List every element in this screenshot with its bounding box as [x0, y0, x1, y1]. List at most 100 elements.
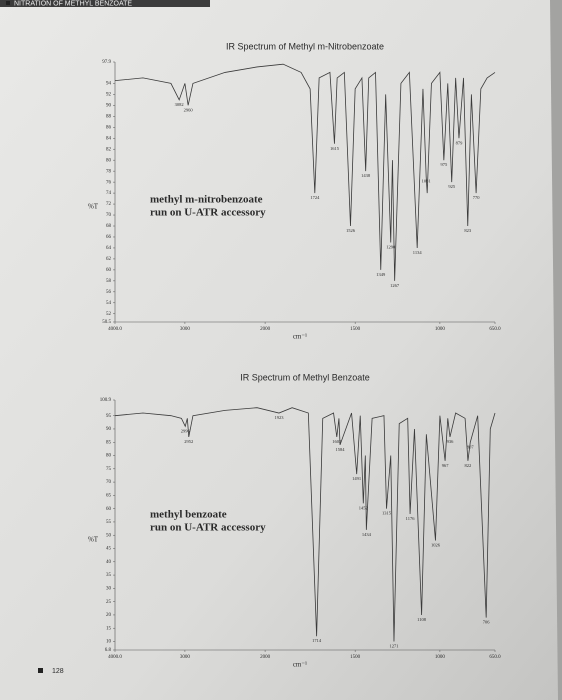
peak-label: 1349: [376, 272, 386, 277]
peak-label: 1081: [422, 179, 431, 184]
y-tick-label: 54: [106, 301, 112, 306]
peak-label: 967: [442, 463, 450, 468]
peak-label: 1584: [336, 447, 346, 452]
y-axis-label: %T: [88, 203, 99, 211]
y-tick-label: 78: [106, 169, 112, 174]
peak-label: 2952: [184, 439, 193, 444]
x-tick-label: 4000.0: [108, 655, 122, 660]
y-tick-label: 56: [106, 290, 112, 295]
x-tick-label: 1500: [350, 655, 361, 660]
x-tick-label: 3000: [180, 655, 191, 660]
y-tick-label: 80: [106, 158, 112, 163]
page-number: 128: [52, 668, 64, 675]
y-tick-label: 60: [106, 507, 112, 512]
y-tick-label: 75: [106, 467, 112, 472]
peak-label: 1438: [361, 173, 371, 178]
y-tick-label: 25: [106, 600, 112, 605]
x-tick-label: 1500: [350, 327, 361, 332]
y-tick-label: 68: [106, 224, 112, 229]
peak-label: 1290: [386, 244, 396, 249]
peak-label: 1134: [413, 250, 423, 255]
note: methyl benzoate: [150, 509, 227, 521]
peak-label: 1526: [346, 228, 356, 233]
peak-label: 2996: [181, 428, 191, 433]
x-tick-label: 3000: [180, 327, 191, 332]
peak-label: 1176: [406, 516, 416, 521]
y-tick-label: 86: [106, 125, 112, 130]
peak-label: 975: [440, 162, 448, 167]
peak-label: 3082: [175, 102, 184, 107]
peak-label: 936: [447, 439, 455, 444]
y-tick-label: 35: [106, 573, 112, 578]
peak-label: 706: [483, 620, 491, 625]
y-tick-label: 72: [106, 202, 112, 207]
peak-label: 1434: [362, 532, 372, 537]
y-tick-label: 70: [106, 213, 112, 218]
y-tick-label: 40: [106, 560, 112, 565]
y-tick-label: 66: [106, 235, 112, 240]
spectrum: [114, 63, 496, 281]
note: run on U-ATR accessory: [150, 207, 266, 219]
note: methyl m-nitrobenzoate: [150, 194, 263, 206]
peak-label: 770: [473, 195, 481, 200]
y-tick-label: 70: [106, 480, 112, 485]
peak-label: 1714: [312, 638, 322, 643]
header: NITRATION OF METHYL BENZOATE: [14, 0, 132, 7]
y-tick-label: 92: [106, 93, 112, 98]
y-tick-label: 52: [106, 312, 112, 317]
peak-label: 925: [448, 184, 456, 189]
y-tick-label: 65: [106, 494, 112, 499]
x-tick-label: 1000: [435, 327, 446, 332]
y-tick-label: 60: [106, 268, 112, 273]
header-marker: [6, 1, 10, 5]
x-axis-label: cm⁻¹: [293, 661, 307, 669]
x-tick-label: 1000: [435, 655, 446, 660]
y-tick-label: 97.9: [102, 60, 111, 65]
peak-label: 1923: [274, 415, 284, 420]
y-tick-label: 90: [106, 427, 112, 432]
y-tick-label: 62: [106, 257, 112, 262]
y-tick-label: 88: [106, 114, 112, 119]
peak-label: 1491: [352, 476, 361, 481]
y-tick-label: 76: [106, 180, 112, 185]
y-tick-label: 45: [106, 547, 112, 552]
peak-label: 2960: [184, 107, 194, 112]
page-marker: [38, 668, 43, 673]
peak-label: 1271: [389, 644, 398, 649]
peak-label: 1615: [330, 146, 340, 151]
y-tick-label: 84: [106, 136, 112, 141]
x-tick-label: 650.0: [489, 655, 501, 660]
chart-title: IR Spectrum of Methyl m-Nitrobenzoate: [226, 41, 384, 51]
x-tick-label: 2000: [260, 327, 271, 332]
y-tick-label: 82: [106, 147, 112, 152]
y-tick-label: 50.5: [102, 320, 111, 325]
y-tick-label: 74: [106, 191, 112, 196]
y-tick-label: 80: [106, 454, 112, 459]
y-tick-label: 95: [106, 414, 112, 419]
peak-label: 823: [464, 228, 472, 233]
x-tick-label: 4000.0: [108, 327, 122, 332]
y-tick-label: 100.9: [100, 398, 112, 403]
peak-label: 1602: [332, 439, 341, 444]
peak-label: 1724: [310, 195, 320, 200]
y-tick-label: 55: [106, 520, 112, 525]
peak-label: 807: [467, 444, 475, 449]
y-tick-label: 6.8: [105, 648, 112, 653]
y-tick-label: 90: [106, 103, 112, 108]
y-tick-label: 85: [106, 440, 112, 445]
peak-label: 1315: [382, 511, 392, 516]
x-axis-label: cm⁻¹: [293, 333, 307, 341]
peak-label: 1267: [390, 283, 400, 288]
y-tick-label: 58: [106, 279, 112, 284]
y-tick-label: 94: [106, 82, 112, 87]
peak-label: 879: [456, 140, 464, 145]
y-tick-label: 30: [106, 587, 112, 592]
x-tick-label: 2000: [260, 655, 271, 660]
spectrum: [114, 407, 496, 642]
x-tick-label: 650.0: [489, 327, 501, 332]
y-tick-label: 50: [106, 533, 112, 538]
peak-label: 1108: [417, 617, 427, 622]
peak-label: 822: [465, 463, 472, 468]
